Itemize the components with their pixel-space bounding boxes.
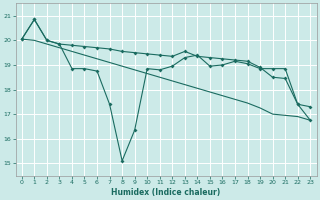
X-axis label: Humidex (Indice chaleur): Humidex (Indice chaleur) bbox=[111, 188, 221, 197]
